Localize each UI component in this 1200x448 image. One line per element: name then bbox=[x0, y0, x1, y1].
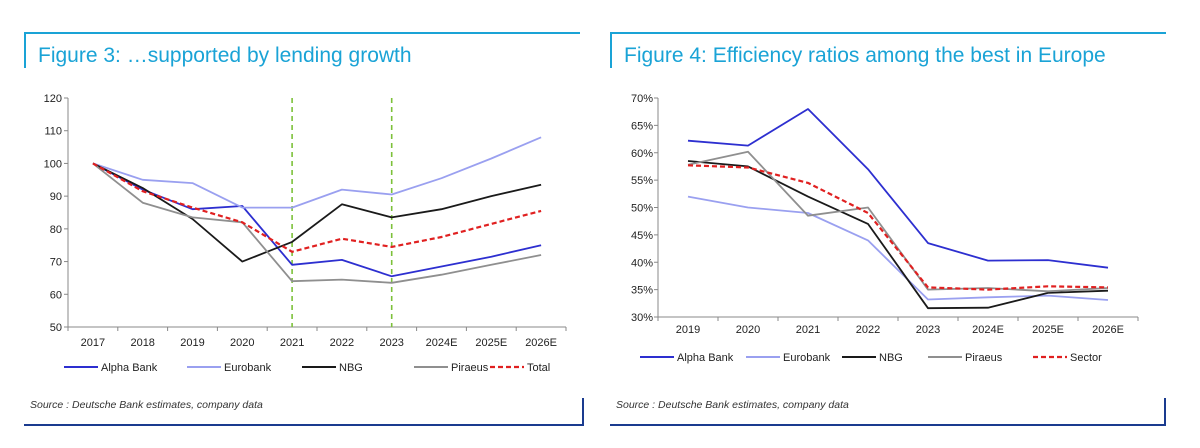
y-tick-label: 110 bbox=[44, 126, 62, 138]
y-tick-label: 60 bbox=[50, 289, 62, 301]
y-tick-label: 80 bbox=[50, 224, 62, 236]
y-tick-label: 30% bbox=[631, 312, 653, 324]
legend-label-piraeus: Piraeus bbox=[965, 352, 1003, 364]
y-tick-label: 50% bbox=[631, 203, 653, 215]
series-line-alpha-bank bbox=[687, 108, 1109, 269]
y-tick-label: 35% bbox=[631, 285, 653, 297]
x-tick-label: 2024E bbox=[972, 324, 1004, 336]
x-tick-label: 2023 bbox=[379, 337, 403, 349]
x-tick-label: 2019 bbox=[676, 324, 700, 336]
y-tick-label: 65% bbox=[631, 120, 653, 132]
figure3-title: Figure 3: …supported by lending growth bbox=[38, 44, 412, 67]
figure3-bottom-rule bbox=[24, 424, 584, 426]
x-tick-label: 2018 bbox=[130, 337, 154, 349]
y-tick-label: 70 bbox=[50, 257, 62, 269]
x-tick-label: 2023 bbox=[916, 324, 940, 336]
legend-label-alpha-bank: Alpha Bank bbox=[677, 352, 734, 364]
x-tick-label: 2021 bbox=[796, 324, 820, 336]
figure4-panel: Figure 4: Efficiency ratios among the be… bbox=[610, 0, 1170, 448]
x-tick-label: 2019 bbox=[180, 337, 204, 349]
x-tick-label: 2022 bbox=[856, 324, 880, 336]
series-line-nbg bbox=[92, 162, 542, 263]
figure3-source: Source : Deutsche Bank estimates, compan… bbox=[30, 399, 263, 411]
y-tick-label: 50 bbox=[50, 322, 62, 334]
figure4-left-rule bbox=[610, 32, 612, 68]
x-tick-label: 2026E bbox=[1092, 324, 1124, 336]
legend-label-nbg: NBG bbox=[339, 362, 363, 374]
figure4-right-rule bbox=[1164, 398, 1166, 426]
legend-label-total: Total bbox=[527, 362, 550, 374]
legend-label-nbg: NBG bbox=[879, 352, 903, 364]
y-tick-label: 100 bbox=[44, 158, 62, 170]
x-tick-label: 2022 bbox=[330, 337, 354, 349]
legend-label-eurobank: Eurobank bbox=[224, 362, 272, 374]
figure4-title: Figure 4: Efficiency ratios among the be… bbox=[624, 44, 1106, 67]
y-tick-label: 40% bbox=[631, 257, 653, 269]
x-tick-label: 2017 bbox=[81, 337, 105, 349]
series-line-total bbox=[92, 162, 542, 253]
legend-label-piraeus: Piraeus bbox=[451, 362, 489, 374]
x-tick-label: 2026E bbox=[525, 337, 557, 349]
figure3-chart: 50 60 70 80 90 100 110 120 2017 2018 2019 2020 2021 2… bbox=[44, 93, 567, 374]
x-tick-label: 2024E bbox=[426, 337, 458, 349]
y-tick-label: 90 bbox=[50, 191, 62, 203]
figure3-left-rule bbox=[24, 32, 26, 68]
figure4-top-rule bbox=[610, 32, 1166, 34]
figure3-right-rule bbox=[582, 398, 584, 426]
y-tick-label: 55% bbox=[631, 175, 653, 187]
series-line-eurobank bbox=[92, 136, 542, 209]
x-tick-label: 2025E bbox=[475, 337, 507, 349]
x-tick-label: 2020 bbox=[230, 337, 254, 349]
x-tick-label: 2021 bbox=[280, 337, 304, 349]
y-tick-label: 45% bbox=[631, 230, 653, 242]
series-line-piraeus bbox=[92, 162, 542, 284]
figure4-source: Source : Deutsche Bank estimates, compan… bbox=[616, 399, 849, 411]
figure3-top-rule bbox=[24, 32, 580, 34]
x-tick-label: 2020 bbox=[736, 324, 760, 336]
x-tick-label: 2025E bbox=[1032, 324, 1064, 336]
series-line-sector bbox=[687, 164, 1109, 291]
figure4-bottom-rule bbox=[610, 424, 1166, 426]
series-line-nbg bbox=[687, 160, 1109, 310]
figure3-panel: Figure 3: …supported by lending growth 5… bbox=[24, 0, 584, 448]
figure4-chart: 30% 35% 40% 45% 50% 55% 60% 65% 70% 2019 2020 2021 2… bbox=[631, 93, 1139, 364]
legend-label-alpha-bank: Alpha Bank bbox=[101, 362, 158, 374]
legend-label-sector: Sector bbox=[1070, 352, 1102, 364]
legend-label-eurobank: Eurobank bbox=[783, 352, 831, 364]
y-tick-label: 120 bbox=[44, 93, 62, 105]
y-tick-label: 60% bbox=[631, 148, 653, 160]
y-tick-label: 70% bbox=[631, 93, 653, 105]
